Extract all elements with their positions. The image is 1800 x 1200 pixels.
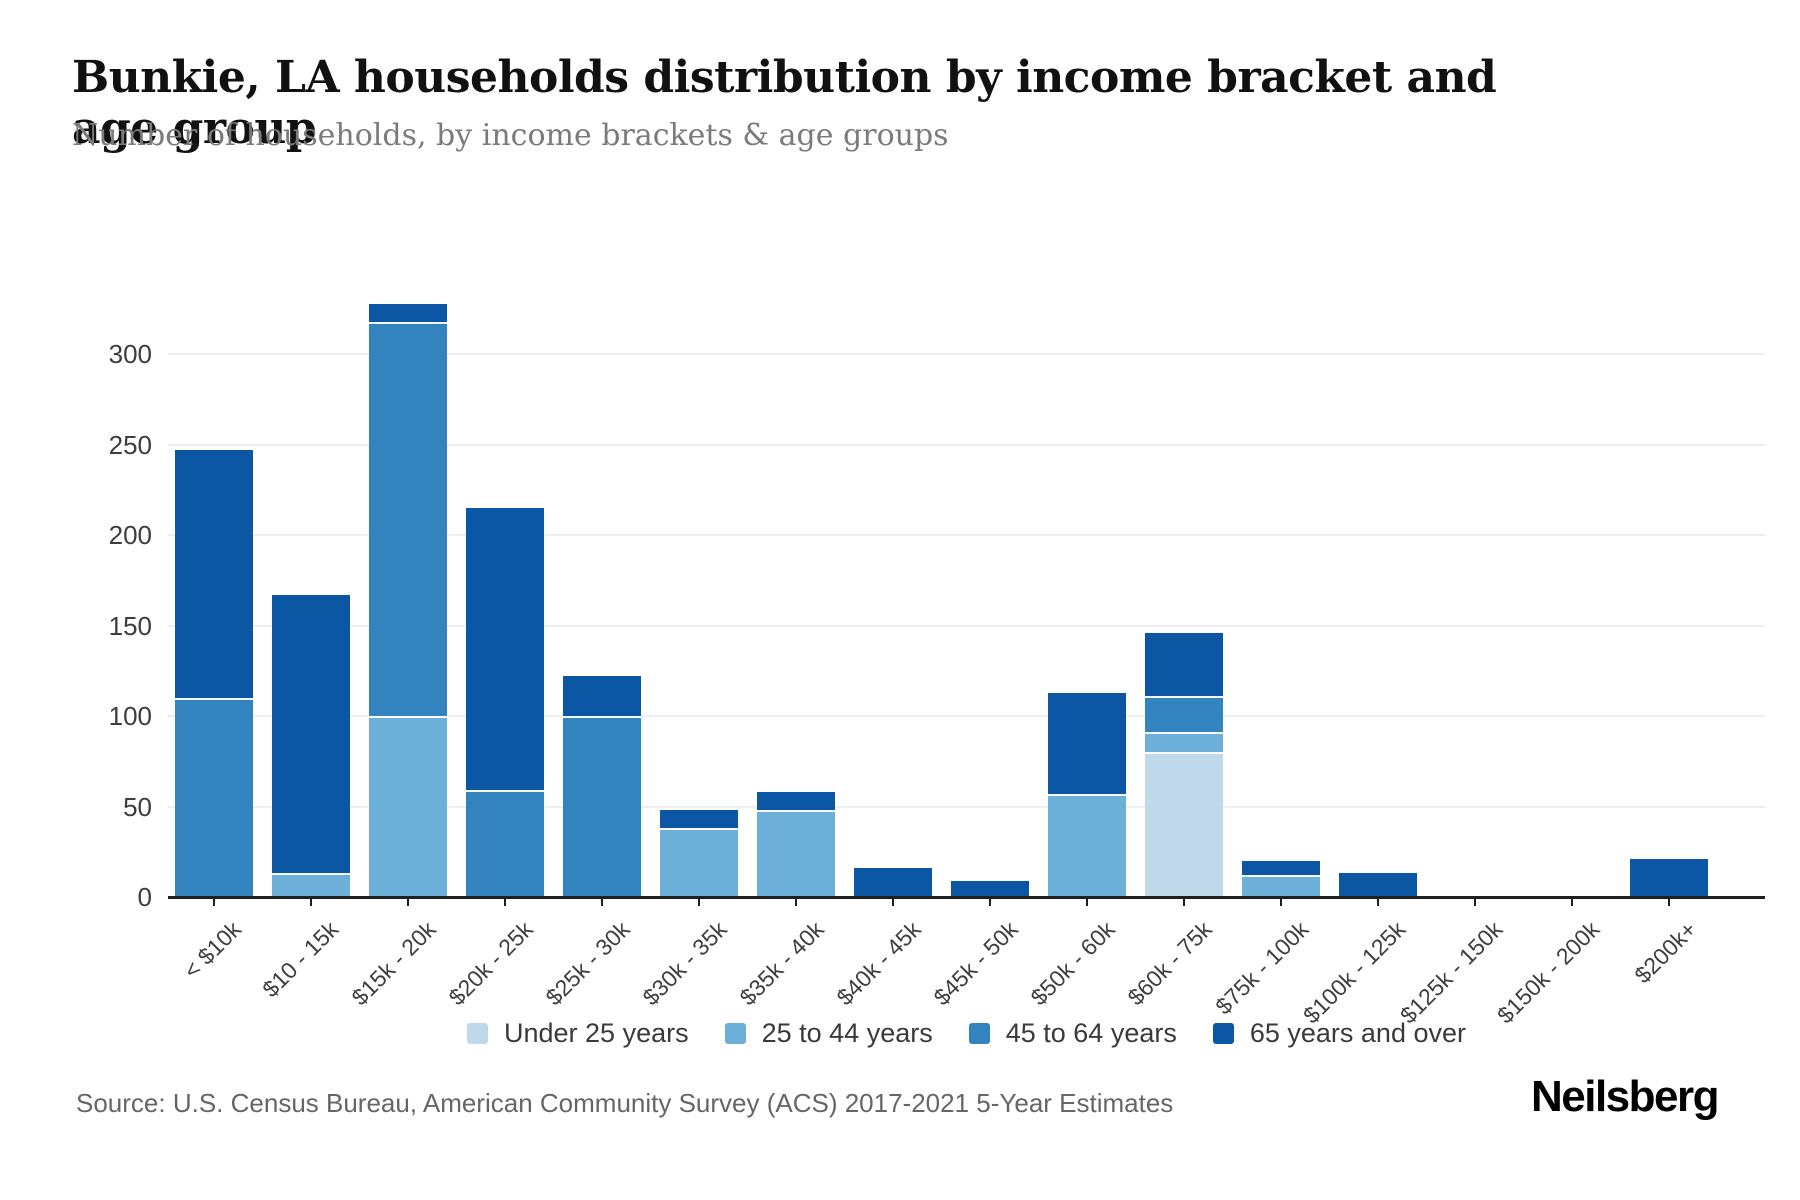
x-axis-tick: [213, 899, 215, 906]
x-axis-tick: [1377, 899, 1379, 906]
x-axis-tick-label: $150k - 200k: [1491, 916, 1605, 1029]
bar-segment: [563, 676, 641, 717]
legend-item-label: 65 years and over: [1249, 1018, 1466, 1048]
x-axis-tick: [1280, 899, 1282, 906]
bar-segment: [1145, 632, 1223, 697]
legend-swatch: [968, 1023, 990, 1044]
gridline: [168, 805, 1765, 808]
bar-segment: [272, 873, 350, 897]
legend: Under 25 years 25 to 44 years 45 to 64 yea…: [168, 1018, 1765, 1049]
bar-segment: [369, 716, 447, 897]
legend-swatch: [1212, 1023, 1234, 1044]
bar-segment: [660, 810, 738, 829]
x-axis-tick-label: $35k - 40k: [734, 916, 829, 1011]
x-axis-tick-label: $60k - 75k: [1122, 916, 1217, 1011]
bar-segment: [563, 716, 641, 897]
legend-item-label: 25 to 44 years: [761, 1018, 933, 1048]
x-axis-tick-label: $30k - 35k: [637, 916, 732, 1011]
x-axis-tick-label: $25k - 30k: [540, 916, 635, 1011]
bar-segment: [369, 321, 447, 717]
source-text: Source: U.S. Census Bureau, American Com…: [76, 1088, 1174, 1118]
bar-segment: [1145, 732, 1223, 753]
bar-segment: [1242, 860, 1320, 876]
x-axis-tick-label: $200k+: [1629, 916, 1702, 989]
x-axis-tick-label: < $10k: [178, 916, 247, 984]
neilsberg-logo: Neilsberg: [1530, 1072, 1720, 1121]
x-axis-tick-label: $75k - 100k: [1210, 916, 1314, 1020]
gridline: [168, 353, 1765, 356]
bar-segment: [951, 880, 1029, 897]
x-axis-tick: [504, 899, 506, 906]
x-axis-tick-label: $20k - 25k: [443, 916, 538, 1011]
bar-segment: [466, 790, 544, 897]
bar-segment: [1242, 875, 1320, 897]
x-axis-tick-label: $125k - 150k: [1394, 916, 1508, 1029]
bar-segment: [854, 868, 932, 897]
x-axis-line: [168, 896, 1765, 899]
bar-segment: [272, 594, 350, 874]
y-axis-tick-label: 300: [108, 339, 152, 370]
y-axis-tick-label: 0: [137, 882, 152, 912]
y-axis-tick-label: 200: [108, 520, 152, 551]
y-axis-tick-label: 100: [108, 701, 152, 732]
legend-item: Under 25 years: [467, 1018, 689, 1049]
x-axis-tick-label: $100k - 125k: [1297, 916, 1411, 1029]
x-axis-tick: [1183, 899, 1185, 906]
bar-segment: [660, 828, 738, 897]
legend-item: 45 to 64 years: [968, 1018, 1177, 1049]
x-axis-tick: [795, 899, 797, 906]
legend-item: 65 years and over: [1212, 1018, 1466, 1049]
gridline: [168, 443, 1765, 446]
gridline: [168, 534, 1765, 537]
x-axis-tick: [989, 899, 991, 906]
legend-item: 25 to 44 years: [724, 1018, 933, 1049]
x-axis-tick: [1668, 899, 1670, 906]
x-axis-tick-label: $10 - 15k: [257, 916, 344, 1003]
x-axis-tick-label: $50k - 60k: [1025, 916, 1120, 1011]
y-axis-tick-label: 50: [123, 791, 152, 822]
x-axis-tick-label: $15k - 20k: [346, 916, 441, 1011]
y-axis-tick-label: 150: [108, 610, 152, 641]
x-axis-tick: [1571, 899, 1573, 906]
legend-swatch: [467, 1023, 488, 1044]
x-axis-tick: [601, 899, 603, 906]
bar-segment: [757, 810, 835, 897]
bar-segment: [466, 508, 544, 791]
x-axis-tick-label: $45k - 50k: [928, 916, 1023, 1011]
legend-item-label: Under 25 years: [504, 1018, 689, 1048]
x-axis-tick: [892, 899, 894, 906]
chart-title: Bunkie, LA households distribution by in…: [72, 52, 1497, 154]
bar-segment: [369, 303, 447, 322]
bar-segment: [175, 698, 253, 897]
x-axis-tick: [310, 899, 312, 906]
x-axis-tick-label: $40k - 45k: [831, 916, 926, 1011]
chart-subtitle: Number of households, by income brackets…: [72, 118, 949, 153]
bar-segment: [1339, 873, 1417, 897]
x-axis-tick: [407, 899, 409, 906]
x-axis-tick: [698, 899, 700, 906]
legend-swatch: [724, 1023, 746, 1044]
bar-segment: [1048, 793, 1126, 897]
bar-segment: [1145, 752, 1223, 897]
bar-segment: [1048, 692, 1126, 794]
gridline: [168, 715, 1765, 718]
x-axis-tick: [1086, 899, 1088, 906]
bar-segment: [1630, 859, 1708, 897]
x-axis-tick: [1474, 899, 1476, 906]
legend-item-label: 45 to 64 years: [1005, 1018, 1177, 1048]
bar-segment: [757, 792, 835, 811]
gridline: [168, 624, 1765, 627]
y-axis-tick-label: 250: [108, 429, 152, 460]
bar-segment: [175, 450, 253, 698]
bar-segment: [1145, 696, 1223, 733]
